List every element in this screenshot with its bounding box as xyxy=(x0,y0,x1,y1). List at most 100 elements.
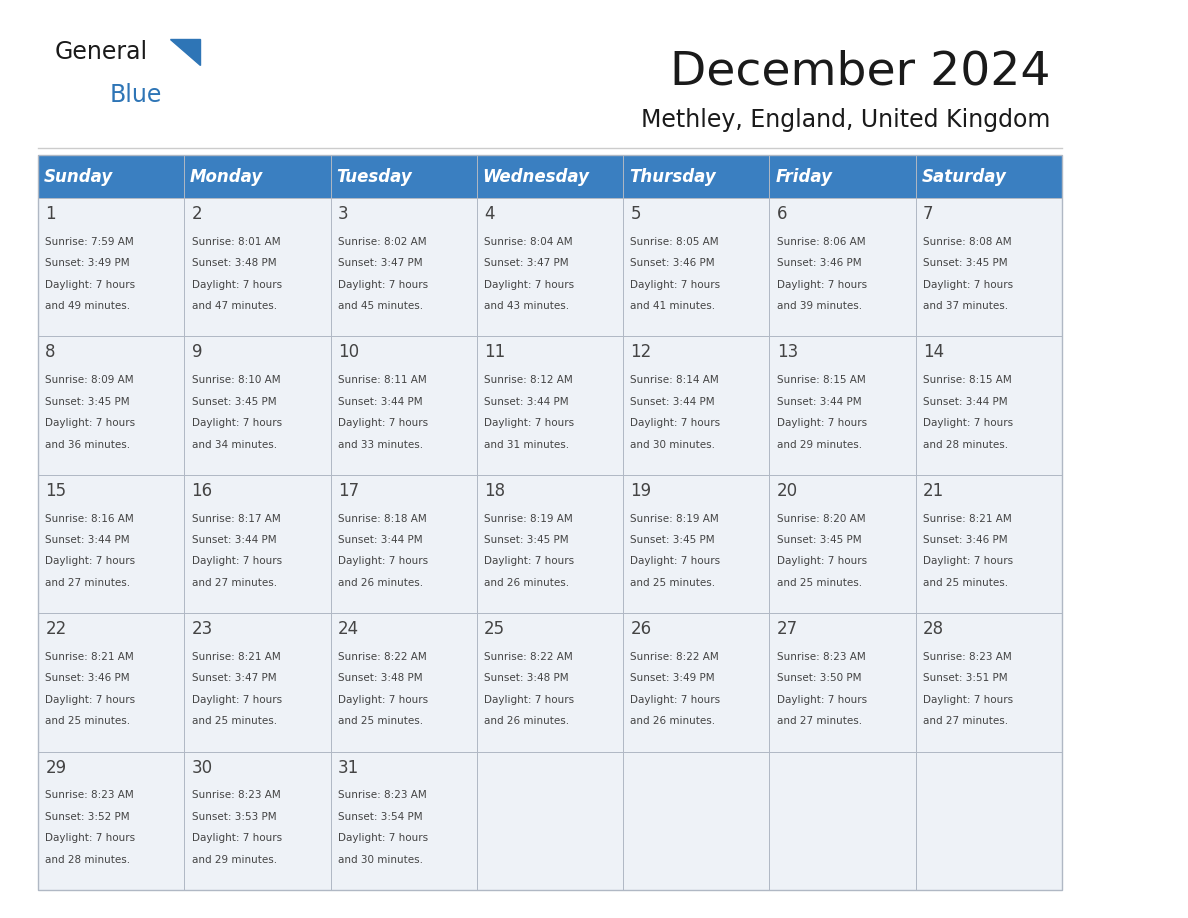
Text: 13: 13 xyxy=(777,343,798,362)
Text: Sunrise: 8:21 AM: Sunrise: 8:21 AM xyxy=(45,652,134,662)
Bar xyxy=(476,198,624,336)
Text: 15: 15 xyxy=(45,482,67,499)
Text: Sunset: 3:53 PM: Sunset: 3:53 PM xyxy=(191,812,277,822)
Text: Sunset: 3:47 PM: Sunset: 3:47 PM xyxy=(337,258,423,268)
Text: 26: 26 xyxy=(631,621,651,638)
Text: Sunset: 3:48 PM: Sunset: 3:48 PM xyxy=(191,258,277,268)
Text: and 25 minutes.: and 25 minutes. xyxy=(923,578,1009,588)
Text: Sunrise: 8:19 AM: Sunrise: 8:19 AM xyxy=(485,513,573,523)
Text: Daylight: 7 hours: Daylight: 7 hours xyxy=(45,695,135,705)
Text: Sunset: 3:46 PM: Sunset: 3:46 PM xyxy=(777,258,861,268)
Text: Daylight: 7 hours: Daylight: 7 hours xyxy=(777,418,867,428)
Text: Sunset: 3:44 PM: Sunset: 3:44 PM xyxy=(631,397,715,407)
Bar xyxy=(476,155,624,198)
Text: 9: 9 xyxy=(191,343,202,362)
Bar xyxy=(330,475,476,613)
Bar xyxy=(476,336,624,475)
Bar xyxy=(770,198,916,336)
Text: 28: 28 xyxy=(923,621,944,638)
Text: Sunset: 3:48 PM: Sunset: 3:48 PM xyxy=(485,674,569,683)
Text: and 27 minutes.: and 27 minutes. xyxy=(777,716,861,726)
Text: Sunrise: 8:16 AM: Sunrise: 8:16 AM xyxy=(45,513,134,523)
Text: Sunrise: 8:08 AM: Sunrise: 8:08 AM xyxy=(923,237,1012,247)
Text: 29: 29 xyxy=(45,758,67,777)
Text: and 30 minutes.: and 30 minutes. xyxy=(337,855,423,865)
Bar xyxy=(38,475,184,613)
Text: Daylight: 7 hours: Daylight: 7 hours xyxy=(45,280,135,290)
Text: Daylight: 7 hours: Daylight: 7 hours xyxy=(45,556,135,566)
Text: Daylight: 7 hours: Daylight: 7 hours xyxy=(923,418,1013,428)
Text: Sunrise: 8:17 AM: Sunrise: 8:17 AM xyxy=(191,513,280,523)
Text: 25: 25 xyxy=(485,621,505,638)
Text: Daylight: 7 hours: Daylight: 7 hours xyxy=(485,280,574,290)
Text: 17: 17 xyxy=(337,482,359,499)
Text: Daylight: 7 hours: Daylight: 7 hours xyxy=(777,695,867,705)
Text: Daylight: 7 hours: Daylight: 7 hours xyxy=(631,556,721,566)
Text: and 29 minutes.: and 29 minutes. xyxy=(191,855,277,865)
Text: and 25 minutes.: and 25 minutes. xyxy=(191,716,277,726)
Bar xyxy=(624,155,770,198)
Text: Sunset: 3:54 PM: Sunset: 3:54 PM xyxy=(337,812,423,822)
Text: Sunset: 3:44 PM: Sunset: 3:44 PM xyxy=(191,535,277,545)
Text: Thursday: Thursday xyxy=(628,167,715,185)
Text: and 31 minutes.: and 31 minutes. xyxy=(485,440,569,450)
Text: Daylight: 7 hours: Daylight: 7 hours xyxy=(337,418,428,428)
Text: Sunset: 3:45 PM: Sunset: 3:45 PM xyxy=(45,397,129,407)
Text: Sunset: 3:46 PM: Sunset: 3:46 PM xyxy=(631,258,715,268)
Bar xyxy=(476,475,624,613)
Bar xyxy=(38,198,184,336)
Text: Sunset: 3:45 PM: Sunset: 3:45 PM xyxy=(631,535,715,545)
Text: 8: 8 xyxy=(45,343,56,362)
Text: Sunset: 3:45 PM: Sunset: 3:45 PM xyxy=(923,258,1007,268)
Bar xyxy=(184,752,330,890)
Text: 5: 5 xyxy=(631,205,642,223)
Text: Blue: Blue xyxy=(110,83,163,107)
Text: Sunset: 3:52 PM: Sunset: 3:52 PM xyxy=(45,812,129,822)
Text: and 39 minutes.: and 39 minutes. xyxy=(777,301,861,311)
Text: and 27 minutes.: and 27 minutes. xyxy=(191,578,277,588)
Bar xyxy=(770,336,916,475)
Text: 20: 20 xyxy=(777,482,798,499)
Bar xyxy=(624,613,770,752)
Bar xyxy=(38,336,184,475)
Bar xyxy=(184,336,330,475)
Text: and 26 minutes.: and 26 minutes. xyxy=(485,716,569,726)
Bar xyxy=(916,475,1062,613)
Bar xyxy=(916,155,1062,198)
Text: Sunset: 3:46 PM: Sunset: 3:46 PM xyxy=(923,535,1007,545)
Bar xyxy=(38,155,1062,890)
Text: Sunrise: 8:23 AM: Sunrise: 8:23 AM xyxy=(191,790,280,800)
Text: and 43 minutes.: and 43 minutes. xyxy=(485,301,569,311)
Text: and 27 minutes.: and 27 minutes. xyxy=(923,716,1009,726)
Bar xyxy=(916,752,1062,890)
Text: Sunset: 3:45 PM: Sunset: 3:45 PM xyxy=(191,397,277,407)
Text: Daylight: 7 hours: Daylight: 7 hours xyxy=(337,556,428,566)
Text: and 26 minutes.: and 26 minutes. xyxy=(485,578,569,588)
Text: Sunrise: 8:22 AM: Sunrise: 8:22 AM xyxy=(631,652,719,662)
Text: Sunrise: 8:18 AM: Sunrise: 8:18 AM xyxy=(337,513,426,523)
Text: Sunset: 3:44 PM: Sunset: 3:44 PM xyxy=(337,535,423,545)
Text: Sunset: 3:46 PM: Sunset: 3:46 PM xyxy=(45,674,129,683)
Text: Daylight: 7 hours: Daylight: 7 hours xyxy=(923,695,1013,705)
Text: Sunset: 3:44 PM: Sunset: 3:44 PM xyxy=(777,397,861,407)
Text: 31: 31 xyxy=(337,758,359,777)
Text: Sunrise: 8:15 AM: Sunrise: 8:15 AM xyxy=(923,375,1012,386)
Text: and 26 minutes.: and 26 minutes. xyxy=(337,578,423,588)
Bar xyxy=(38,155,184,198)
Text: and 25 minutes.: and 25 minutes. xyxy=(777,578,861,588)
Text: Daylight: 7 hours: Daylight: 7 hours xyxy=(777,280,867,290)
Text: Daylight: 7 hours: Daylight: 7 hours xyxy=(191,418,282,428)
Text: Sunset: 3:47 PM: Sunset: 3:47 PM xyxy=(485,258,569,268)
Text: Sunrise: 7:59 AM: Sunrise: 7:59 AM xyxy=(45,237,134,247)
Bar xyxy=(770,752,916,890)
Text: and 47 minutes.: and 47 minutes. xyxy=(191,301,277,311)
Text: Sunrise: 8:11 AM: Sunrise: 8:11 AM xyxy=(337,375,426,386)
Text: 21: 21 xyxy=(923,482,944,499)
Text: 22: 22 xyxy=(45,621,67,638)
Text: Sunrise: 8:12 AM: Sunrise: 8:12 AM xyxy=(485,375,573,386)
Text: Daylight: 7 hours: Daylight: 7 hours xyxy=(485,556,574,566)
Text: Daylight: 7 hours: Daylight: 7 hours xyxy=(923,556,1013,566)
Text: Daylight: 7 hours: Daylight: 7 hours xyxy=(485,695,574,705)
Text: Sunday: Sunday xyxy=(44,167,113,185)
Polygon shape xyxy=(170,39,200,64)
